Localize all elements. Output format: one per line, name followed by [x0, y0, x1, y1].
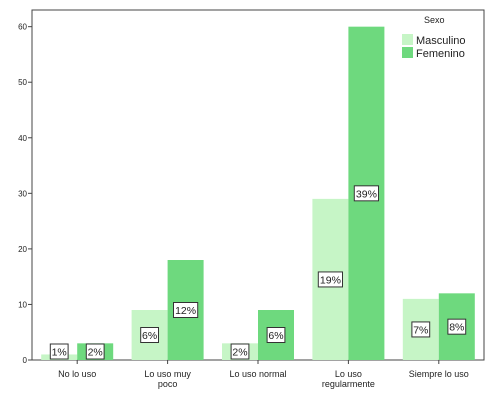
data-label: 2%	[88, 347, 103, 359]
y-tick-label: 20	[18, 245, 27, 254]
data-label-box	[173, 302, 199, 318]
data-label-box	[317, 271, 343, 288]
legend-swatch-masculino	[402, 34, 413, 45]
data-label-box	[85, 343, 105, 360]
data-label: 2%	[232, 347, 247, 359]
y-tick-label: 50	[18, 78, 27, 87]
legend-title: Sexo	[424, 15, 445, 25]
data-label: 12%	[175, 305, 196, 317]
data-label-box	[49, 343, 69, 360]
data-label: 39%	[356, 188, 377, 200]
y-tick-label: 60	[18, 23, 27, 32]
x-tick-label: Lo uso normal	[229, 369, 286, 379]
data-label: 19%	[320, 274, 341, 286]
x-tick-label: Lo uso regularmente	[322, 369, 375, 389]
axes: 0 10 20 30 40 50 60 No lo uso Lo uso muy poco Lo u…	[18, 23, 469, 389]
data-label-box	[411, 321, 431, 338]
legend-label-masculino: Masculino	[416, 35, 466, 47]
y-tick-label: 30	[18, 189, 27, 198]
data-label-box	[230, 343, 250, 360]
x-tick-label: Lo uso muy poco	[144, 369, 191, 389]
data-label: 6%	[142, 330, 157, 342]
y-tick-label: 0	[23, 356, 28, 365]
data-label: 1%	[52, 347, 67, 359]
data-label: 7%	[413, 324, 428, 336]
legend-label-femenino: Femenino	[416, 48, 465, 60]
x-tick-label: Siempre lo uso	[409, 369, 469, 379]
data-label-box	[140, 327, 159, 343]
data-label-box	[353, 185, 379, 202]
legend-swatch-femenino	[402, 47, 413, 58]
data-label-box	[447, 318, 467, 335]
data-label: 6%	[268, 330, 283, 342]
data-label-box	[266, 327, 286, 343]
x-tick-label: No lo uso	[58, 369, 96, 379]
data-labels: 1% 2% 6% 12% 2% 6% 19% 39% 7% 8%	[49, 185, 467, 360]
y-tick-label: 40	[18, 134, 27, 143]
y-tick-label: 10	[18, 300, 27, 309]
data-label: 8%	[449, 322, 464, 334]
